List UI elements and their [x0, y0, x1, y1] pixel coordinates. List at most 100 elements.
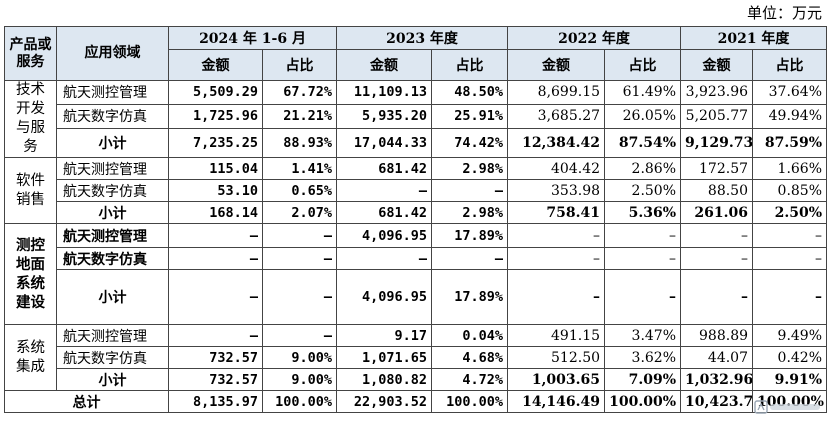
application-cell: 航天数字仿真: [56, 346, 169, 369]
ratio-cell: –: [604, 223, 682, 248]
ratio-cell: 49.94%: [752, 103, 828, 129]
total-ratio-cell: 100.00%: [604, 390, 682, 413]
table-row: 小计 7,235.25 88.93% 17,044.33 74.42% 12,384.42…: [5, 127, 828, 159]
amount-cell: 4,096.95: [336, 223, 433, 248]
amount-cell: –: [680, 269, 754, 325]
ratio-cell: 17.89%: [431, 269, 509, 325]
revenue-table: 产品或服务 应用领域 2024 年 1-6 月 2023 年度 2022 年度 …: [4, 26, 828, 413]
header-ratio: 占比: [431, 49, 509, 81]
application-cell: 航天数字仿真: [56, 179, 169, 202]
amount-cell: 732.57: [168, 346, 263, 369]
ratio-cell: 74.42%: [431, 127, 509, 159]
ratio-cell: 88.93%: [261, 127, 338, 159]
amount-cell: 3,685.27: [507, 103, 606, 129]
category-cell: 系统集成: [4, 324, 57, 391]
amount-cell: –: [507, 269, 606, 325]
amount-cell: 988.89: [680, 324, 754, 347]
amount-cell: –: [507, 223, 606, 248]
amount-cell: 1,003.65: [507, 368, 606, 391]
ratio-cell: 48.50%: [431, 80, 509, 105]
ratio-cell: 3.62%: [604, 346, 682, 369]
amount-cell: 172.57: [680, 157, 754, 180]
category-cell: 软件销售: [4, 157, 57, 224]
application-cell: 航天测控管理: [56, 157, 169, 180]
subtotal-label: 小计: [56, 127, 169, 159]
table-row: 航天数字仿真 53.10 0.65% – –353.98 2.50% 88.50 0.85%: [5, 179, 828, 202]
ratio-cell: –: [261, 269, 338, 325]
application-cell: 航天数字仿真: [56, 247, 169, 270]
ratio-cell: 0.04%: [431, 324, 509, 347]
header-application: 应用领域: [56, 26, 169, 81]
ratio-cell: 61.49%: [604, 80, 682, 105]
amount-cell: –: [680, 223, 754, 248]
ratio-cell: –: [261, 223, 338, 248]
ratio-cell: 87.59%: [752, 127, 828, 159]
ratio-cell: 0.65%: [261, 179, 338, 202]
amount-cell: 115.04: [168, 157, 263, 180]
amount-cell: 681.42: [336, 201, 433, 224]
amount-cell: 261.06: [680, 201, 754, 224]
ratio-cell: 4.68%: [431, 346, 509, 369]
category-cell: 测控地面系统建设: [4, 223, 57, 325]
table-row: 小计 168.14 2.07% 681.42 2.98% 758.41 5.36% 261.0…: [5, 201, 828, 224]
amount-cell: 732.57: [168, 368, 263, 391]
ratio-cell: 26.05%: [604, 103, 682, 129]
ratio-cell: 9.00%: [261, 368, 338, 391]
amount-cell: 4,096.95: [336, 269, 433, 325]
amount-cell: 88.50: [680, 179, 754, 202]
ratio-cell: 7.09%: [604, 368, 682, 391]
ratio-cell: 0.85%: [752, 179, 828, 202]
amount-cell: –: [680, 247, 754, 270]
amount-cell: 168.14: [168, 201, 263, 224]
table-row: 技术开发与服务 航天测控管理 5,509.29 67.72% 11,109.13 48.5…: [4, 80, 828, 158]
amount-cell: –: [336, 179, 433, 202]
ratio-cell: 4.72%: [431, 368, 509, 391]
ratio-cell: –: [752, 223, 828, 248]
header-ratio: 占比: [604, 49, 682, 81]
header-ratio: 占比: [261, 49, 338, 81]
ratio-cell: –: [604, 269, 682, 325]
amount-cell: 1,071.65: [336, 346, 433, 369]
amount-cell: 512.50: [507, 346, 606, 369]
amount-cell: –: [168, 269, 263, 325]
ratio-cell: 67.72%: [261, 80, 338, 105]
total-row: 总计 8,135.97 100.00% 22,903.52 100.00% 14,146.…: [4, 390, 828, 413]
ratio-cell: 17.89%: [431, 223, 509, 248]
total-amount-cell: 10,423.76: [680, 390, 754, 413]
amount-cell: 3,923.96: [680, 80, 754, 105]
amount-cell: 353.98: [507, 179, 606, 202]
table-row: 系统集成 航天测控管理 – –9.17 0.04% 491.15 3.47% 988.89 9.…: [4, 324, 828, 391]
header-period-2022: 2022 年度: [507, 26, 682, 50]
ratio-cell: –: [431, 179, 509, 202]
ratio-cell: 9.91%: [752, 368, 828, 391]
amount-cell: 11,109.13: [336, 80, 433, 105]
ratio-cell: 0.42%: [752, 346, 828, 369]
ratio-cell: 2.86%: [604, 157, 682, 180]
table-row: 小计 – –4,096.95 17.89% – – – –: [5, 269, 828, 325]
amount-cell: 8,699.15: [507, 80, 606, 105]
ratio-cell: –: [431, 247, 509, 270]
header-category: 产品或服务: [4, 26, 57, 81]
ratio-cell: 1.41%: [261, 157, 338, 180]
amount-cell: 681.42: [336, 157, 433, 180]
ratio-cell: 1.66%: [752, 157, 828, 180]
header-amount: 金额: [507, 49, 606, 81]
total-label: 总计: [4, 390, 169, 413]
subtotal-label: 小计: [56, 269, 169, 325]
ratio-cell: 87.54%: [604, 127, 682, 159]
amount-cell: –: [336, 247, 433, 270]
amount-cell: –: [168, 247, 263, 270]
ratio-cell: –: [752, 269, 828, 325]
amount-cell: 1,032.96: [680, 368, 754, 391]
header-amount: 金额: [680, 49, 754, 81]
ratio-cell: 2.50%: [604, 179, 682, 202]
header-ratio: 占比: [752, 49, 828, 81]
ratio-cell: –: [752, 247, 828, 270]
ratio-cell: 2.98%: [431, 157, 509, 180]
header-period-2023: 2023 年度: [336, 26, 509, 50]
subtotal-label: 小计: [56, 201, 169, 224]
ratio-cell: 21.21%: [261, 103, 338, 129]
table-row: 软件销售 航天测控管理 115.04 1.41% 681.42 2.98% 404.42 2.…: [4, 157, 828, 224]
header-amount: 金额: [336, 49, 433, 81]
total-amount-cell: 22,903.52: [336, 390, 433, 413]
